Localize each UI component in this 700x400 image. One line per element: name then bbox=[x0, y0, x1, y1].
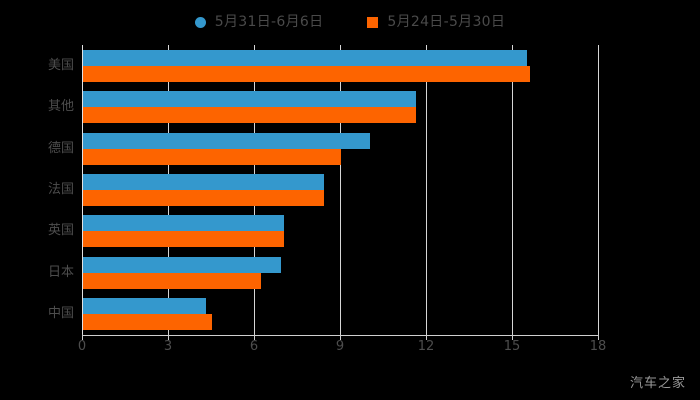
plot-area bbox=[82, 45, 599, 335]
gridline-18 bbox=[598, 45, 599, 335]
bar[interactable] bbox=[83, 148, 341, 165]
x-axis-tick-mark bbox=[168, 334, 169, 340]
y-axis-label: 日本 bbox=[47, 264, 74, 280]
y-axis-label: 德国 bbox=[47, 140, 74, 156]
bar[interactable] bbox=[83, 256, 281, 273]
x-axis-tick-mark bbox=[598, 334, 599, 340]
bar[interactable] bbox=[83, 215, 284, 232]
bar[interactable] bbox=[83, 231, 284, 248]
x-axis-tick-label: 15 bbox=[503, 339, 521, 354]
y-axis-label: 美国 bbox=[47, 57, 74, 73]
bar[interactable] bbox=[83, 174, 324, 190]
bar[interactable] bbox=[83, 49, 528, 66]
x-axis-tick-label: 12 bbox=[417, 339, 435, 354]
bar[interactable] bbox=[83, 190, 324, 206]
legend-item-series-1[interactable]: 5月31日-6月6日 bbox=[194, 14, 324, 30]
x-axis-tick-label: 3 bbox=[163, 339, 173, 354]
legend-square-marker-icon bbox=[367, 16, 379, 28]
bar[interactable] bbox=[83, 132, 370, 149]
x-axis-tick-mark bbox=[426, 334, 427, 340]
y-axis-line bbox=[82, 45, 83, 335]
chart-legend: 5月31日-6月6日 5月24日-5月30日 bbox=[0, 10, 700, 34]
bar[interactable] bbox=[83, 91, 416, 108]
legend-label-series-1: 5月31日-6月6日 bbox=[214, 14, 324, 30]
x-axis-tick-mark bbox=[254, 334, 255, 340]
gridline-9 bbox=[340, 45, 341, 335]
y-axis-label: 其他 bbox=[47, 99, 74, 115]
bar[interactable] bbox=[83, 314, 212, 331]
x-axis-tick-labels: 0 3 6 9 12 15 18 bbox=[0, 334, 700, 360]
bar[interactable] bbox=[83, 298, 207, 315]
x-axis-tick-label: 0 bbox=[77, 339, 87, 354]
y-axis-label: 英国 bbox=[47, 223, 74, 239]
legend-circle-marker-icon bbox=[194, 16, 206, 28]
x-axis-tick-mark bbox=[512, 334, 513, 340]
bar[interactable] bbox=[83, 272, 261, 289]
bar[interactable] bbox=[83, 65, 531, 82]
y-axis-label: 中国 bbox=[47, 306, 74, 322]
x-axis-tick-label: 6 bbox=[249, 339, 259, 354]
gridline-12 bbox=[426, 45, 427, 335]
legend-label-series-2: 5月24日-5月30日 bbox=[387, 14, 506, 30]
y-axis-labels: 美国其他德国法国英国日本中国 bbox=[0, 45, 700, 335]
y-axis-label: 法国 bbox=[47, 182, 74, 197]
watermark: 汽车之家 bbox=[629, 376, 686, 391]
legend-item-series-2[interactable]: 5月24日-5月30日 bbox=[367, 15, 505, 29]
gridline-15 bbox=[512, 45, 513, 335]
x-axis-tick-mark bbox=[82, 334, 83, 340]
bar[interactable] bbox=[83, 107, 416, 124]
x-axis-tick-mark bbox=[340, 334, 341, 340]
x-axis-tick-label: 9 bbox=[335, 339, 345, 354]
x-axis-tick-label: 18 bbox=[589, 339, 607, 354]
